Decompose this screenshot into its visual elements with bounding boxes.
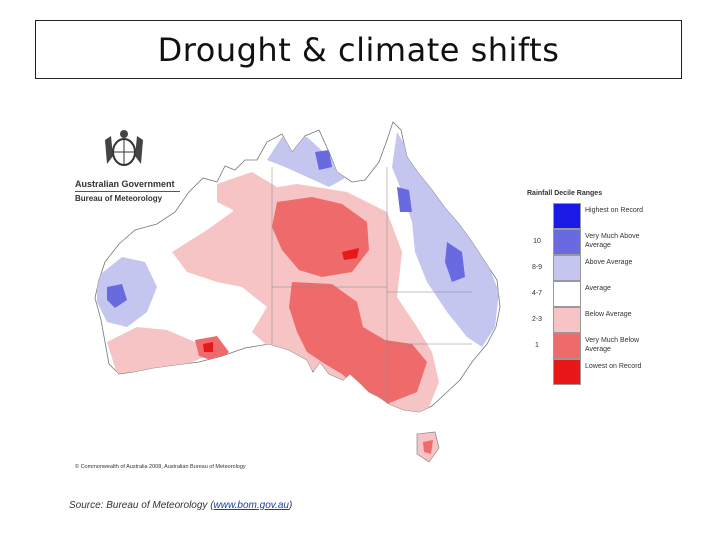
legend-label: Above Average	[585, 259, 633, 266]
above-average-region-east	[392, 132, 499, 347]
legend-row: 8-9 Above Average	[523, 255, 647, 281]
source-citation: Source: Bureau of Meteorology (www.bom.g…	[69, 500, 292, 511]
lowest-on-record-central	[342, 248, 359, 260]
below-average-region-west	[107, 327, 217, 374]
government-name: Australian Government	[75, 179, 175, 189]
below-average-region-north	[217, 172, 277, 212]
tasmania-very-much-below	[423, 440, 433, 454]
very-much-below-average-south	[289, 282, 427, 404]
legend-label: Highest on Record	[585, 207, 643, 214]
coat-of-arms-icon	[105, 130, 143, 166]
legend: Rainfall Decile Ranges Highest on Record…	[523, 190, 647, 385]
legend-row: Lowest on Record	[523, 359, 647, 385]
australia-rainfall-map	[94, 121, 501, 463]
legend-swatch	[553, 229, 581, 255]
legend-range: 2-3	[531, 316, 543, 323]
legend-swatch	[553, 359, 581, 385]
legend-row: 2-3 Below Average	[523, 307, 647, 333]
source-suffix: )	[288, 500, 293, 511]
legend-swatch	[553, 307, 581, 333]
title-box: Drought & climate shifts	[35, 20, 682, 79]
lowest-on-record-sw	[203, 342, 213, 352]
legend-swatch	[553, 281, 581, 307]
bureau-name: Bureau of Meteorology	[75, 194, 163, 203]
legend-row: 1 Very Much Below Average	[523, 333, 647, 359]
legend-range: 8-9	[531, 264, 543, 271]
legend-label: Below Average	[585, 311, 632, 318]
slide-title: Drought & climate shifts	[157, 30, 560, 69]
legend-rows: Highest on Record 10 Very Much Above Avera…	[523, 203, 647, 385]
legend-row: 4-7 Average	[523, 281, 647, 307]
legend-range: 1	[535, 342, 539, 349]
rainfall-map-panel: Australian Government Bureau of Meteorol…	[67, 112, 647, 484]
legend-swatch	[553, 255, 581, 281]
very-much-above-average-cape	[397, 187, 412, 212]
very-much-above-average-north	[315, 150, 332, 170]
legend-row: Highest on Record	[523, 203, 647, 229]
very-much-above-average-ne	[445, 242, 465, 282]
legend-label: Very Much Below Average	[585, 337, 640, 353]
legend-row: 10 Very Much Above Average	[523, 229, 647, 255]
legend-swatch	[553, 333, 581, 359]
government-logo-block: Australian Government Bureau of Meteorol…	[75, 126, 185, 203]
legend-range: 4-7	[531, 290, 543, 297]
state-borders	[271, 167, 472, 404]
legend-swatch	[553, 203, 581, 229]
above-average-region-west	[97, 257, 157, 327]
legend-label: Average	[585, 285, 611, 292]
source-prefix: Source: Bureau of Meteorology (	[69, 500, 214, 511]
very-much-above-average-nw	[107, 284, 127, 308]
copyright-notice: © Commonwealth of Australia 2008, Austra…	[75, 464, 246, 470]
legend-title: Rainfall Decile Ranges	[527, 190, 603, 197]
legend-label: Lowest on Record	[585, 363, 642, 370]
above-average-region-north	[267, 137, 347, 187]
legend-range: 10	[533, 238, 541, 245]
legend-label: Very Much Above Average	[585, 233, 640, 249]
government-divider	[75, 191, 180, 192]
source-link[interactable]: www.bom.gov.au	[213, 500, 289, 511]
